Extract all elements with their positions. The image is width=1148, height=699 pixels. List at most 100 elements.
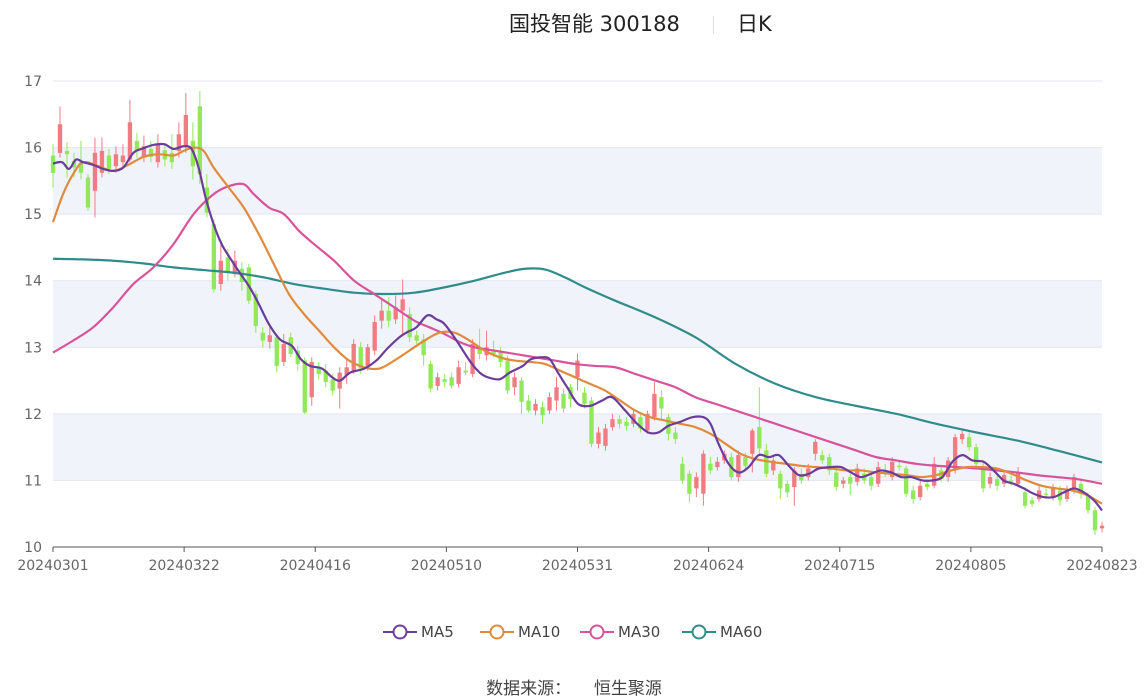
legend-ma10[interactable]: MA10 <box>480 620 560 644</box>
candle-body <box>687 473 692 494</box>
candle-body <box>1022 492 1028 506</box>
candle-body <box>463 370 468 373</box>
candle-body <box>365 347 370 366</box>
candle-body <box>883 470 888 474</box>
x-tick-label: 20240510 <box>411 558 482 574</box>
ma30-line <box>52 182 1103 485</box>
candle-body <box>1029 500 1035 504</box>
candle-body <box>1064 490 1070 500</box>
candle-body <box>78 162 84 173</box>
candle-body <box>211 224 217 290</box>
x-tick-label: 20240624 <box>673 558 744 574</box>
candle-body <box>1099 525 1105 529</box>
x-tick-label: 20240805 <box>935 558 1006 574</box>
candle-body <box>701 453 706 494</box>
candle-body <box>582 392 587 404</box>
candle-body <box>253 294 258 326</box>
candle-body <box>99 150 105 173</box>
candle-body <box>652 393 657 418</box>
x-tick-label: 20240322 <box>148 558 219 574</box>
candle-body <box>267 335 272 342</box>
legend-ma5[interactable]: MA5 <box>383 620 454 644</box>
ma5-marker-icon <box>383 624 417 640</box>
candle-body <box>71 160 77 168</box>
candle-body <box>309 361 314 398</box>
x-tick-label: 20240301 <box>17 558 88 574</box>
y-tick-label: 12 <box>24 407 42 423</box>
candle-body <box>281 343 286 362</box>
candle-body <box>924 483 930 488</box>
candle-body <box>92 152 98 191</box>
candle-body <box>1043 493 1049 496</box>
legend-ma30[interactable]: MA30 <box>580 620 660 644</box>
candle-body <box>897 465 902 468</box>
ma10-marker-icon <box>480 624 514 640</box>
source-label: 数据来源： <box>486 679 572 699</box>
candle-body <box>533 403 538 411</box>
candle-body <box>232 260 237 275</box>
candle-body <box>918 485 923 498</box>
x-axis: 20240301 20240322 20240416 20240510 20240531… <box>17 546 1138 574</box>
candle-body <box>904 468 909 494</box>
legend-ma10-label: MA10 <box>518 623 561 641</box>
candle-body <box>421 339 426 356</box>
candle-body <box>57 124 63 153</box>
y-tick-label: 15 <box>24 207 42 223</box>
candle-body <box>973 447 979 464</box>
y-tick-label: 10 <box>24 540 42 556</box>
candle-body <box>617 419 622 424</box>
candle-body <box>624 421 629 426</box>
candle-body <box>645 413 650 431</box>
candle-body <box>785 483 790 493</box>
candle-body <box>757 427 762 449</box>
candle-body <box>358 347 363 369</box>
plot-band <box>53 147 1102 215</box>
candle-body <box>610 419 615 428</box>
candle-body <box>393 307 398 320</box>
candle-body <box>834 472 839 488</box>
ma60-marker-icon <box>682 624 716 640</box>
candle-body <box>407 314 412 338</box>
candle-body <box>323 370 328 382</box>
candle-body <box>414 335 419 341</box>
title-separator <box>713 16 714 34</box>
y-tick-label: 17 <box>24 74 42 90</box>
x-tick-label: 20240416 <box>280 558 351 574</box>
candle-body <box>980 465 986 489</box>
candle-body <box>435 377 440 386</box>
legend-ma60[interactable]: MA60 <box>682 620 762 644</box>
candle-body <box>428 363 433 389</box>
period-label[interactable]: 日K <box>737 12 772 36</box>
candle-body <box>491 350 496 354</box>
candle-body <box>372 321 377 351</box>
y-tick-label: 16 <box>24 141 42 157</box>
legend-ma30-label: MA30 <box>618 623 661 641</box>
y-tick-label: 14 <box>24 274 42 290</box>
plot-band <box>53 280 1102 348</box>
candle-body <box>197 106 203 175</box>
candle-body <box>1085 495 1091 511</box>
candle-body <box>848 477 853 484</box>
ma30-marker-icon <box>580 624 614 640</box>
candle-body <box>890 461 895 478</box>
candle-body <box>379 310 384 321</box>
y-tick-label: 11 <box>24 473 42 489</box>
candle-body <box>589 400 594 444</box>
candle-body <box>1092 510 1098 531</box>
candle-body <box>344 367 349 376</box>
legend: MA5 MA10 MA30 MA60 <box>0 620 1148 644</box>
candle-body <box>778 473 783 489</box>
candle-body <box>799 473 804 481</box>
candle-body <box>106 155 112 169</box>
candle-body <box>1008 480 1014 482</box>
candle-body <box>952 437 958 471</box>
candle-body <box>1050 487 1056 498</box>
x-tick-label: 20240823 <box>1066 558 1137 574</box>
candle-body <box>673 432 678 440</box>
candle-body <box>85 177 91 208</box>
candle-body <box>274 337 279 366</box>
candle-body <box>736 455 741 478</box>
plot-bands <box>53 147 1102 481</box>
candle-body <box>911 490 916 500</box>
candle-body <box>771 460 776 471</box>
